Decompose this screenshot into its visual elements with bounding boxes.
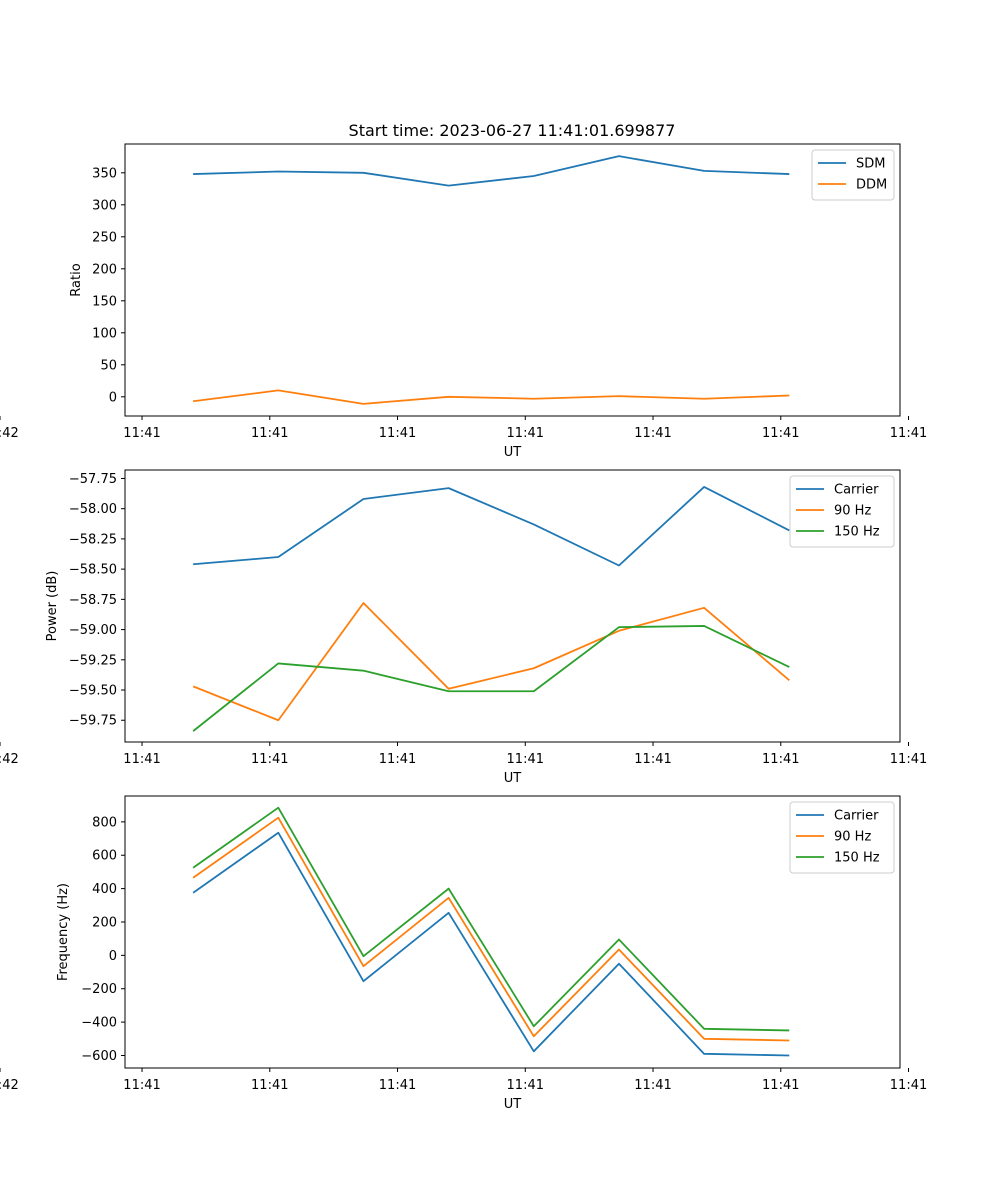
series-line-carrier (193, 486, 790, 567)
subplot-frequency: 11:41 11:41 11:41 11:41 11:41 11:41 11:41 11:42… (0, 795, 927, 1112)
series-line-150-hz (192, 806, 790, 1032)
x-tick-label: 11:41 (507, 1078, 544, 1093)
x-tick-label: 11:41 (251, 426, 288, 441)
y-tick-label: −58.75 (69, 593, 117, 608)
figure-title: Start time: 2023-06-27 11:41:01.699877 (349, 121, 676, 140)
y-tick-label: 0 (109, 949, 117, 964)
y-tick-label: −58.50 (69, 563, 117, 578)
x-tick-label: 11:41 (123, 426, 160, 441)
x-tick-label: 11:41 (634, 426, 671, 441)
y-tick-label: 300 (92, 198, 117, 213)
y-tick-label: −57.75 (69, 472, 117, 487)
y-tick-label: 50 (100, 358, 117, 373)
y-tick-label: 600 (92, 849, 117, 864)
x-tick-label: 11:42 (0, 752, 19, 767)
legend-label: Carrier (834, 809, 879, 824)
y-tick-label: −59.25 (69, 653, 117, 668)
x-tick-label: 11:41 (507, 752, 544, 767)
legend-label: 150 Hz (834, 525, 880, 540)
x-tick-label: 11:41 (762, 752, 799, 767)
legend: SDM DDM (811, 149, 895, 201)
y-tick-label: 200 (92, 262, 117, 277)
x-tick-label: 11:41 (123, 1078, 160, 1093)
x-tick-label: 11:41 (123, 752, 160, 767)
x-tick-label: 11:41 (762, 1078, 799, 1093)
y-tick-label: 350 (92, 166, 117, 181)
axes-frame (124, 469, 901, 743)
x-tick-label: 11:41 (762, 426, 799, 441)
x-tick-label: 11:41 (379, 752, 416, 767)
legend-label: 90 Hz (834, 504, 871, 519)
y-tick-label: −400 (81, 1016, 117, 1031)
y-tick-label: 100 (92, 326, 117, 341)
legend-label: Carrier (834, 483, 879, 498)
legend-label: 150 Hz (834, 851, 880, 866)
y-tick-label: −58.00 (69, 502, 117, 517)
x-tick-label: 11:41 (251, 752, 288, 767)
x-axis-label: UT (504, 1097, 522, 1112)
x-tick-label: 11:41 (507, 426, 544, 441)
x-axis-label: UT (504, 445, 522, 460)
x-tick-label: 11:41 (251, 1078, 288, 1093)
y-tick-label: 0 (109, 390, 117, 405)
subplot-power: 11:41 11:41 11:41 11:41 11:41 11:41 11:41 11:42… (0, 469, 927, 786)
y-tick-label: −58.25 (69, 532, 117, 547)
y-tick-label: 400 (92, 882, 117, 897)
series-line-90-hz (192, 602, 790, 722)
series-line-carrier (192, 831, 790, 1057)
y-tick-label: 800 (92, 815, 117, 830)
series-line-90-hz (192, 816, 790, 1042)
x-tick-label: 11:41 (890, 752, 927, 767)
y-tick-label: −600 (81, 1049, 117, 1064)
x-axis-label: UT (504, 771, 522, 786)
axes-frame (124, 795, 901, 1069)
x-tick-label: 11:41 (890, 1078, 927, 1093)
y-axis-label: Power (dB) (45, 571, 60, 642)
y-axis-label: Ratio (69, 263, 84, 296)
legend-label: 90 Hz (834, 830, 871, 845)
x-tick-label: 11:41 (634, 752, 671, 767)
x-tick-label: 11:42 (0, 1078, 19, 1093)
series-line-sdm (193, 155, 790, 187)
legend: Carrier 90 Hz 150 Hz (789, 801, 895, 874)
y-tick-label: −59.75 (69, 714, 117, 729)
x-tick-label: 11:41 (634, 1078, 671, 1093)
y-tick-label: 200 (92, 915, 117, 930)
axes-frame (124, 143, 901, 417)
legend-label: SDM (856, 157, 885, 172)
series-line-150-hz (192, 625, 790, 732)
y-tick-label: 250 (92, 230, 117, 245)
x-tick-label: 11:41 (379, 1078, 416, 1093)
y-axis-label: Frequency (Hz) (56, 883, 71, 981)
x-tick-label: 11:41 (379, 426, 416, 441)
y-tick-label: −59.50 (69, 684, 117, 699)
legend-box (789, 475, 895, 548)
x-tick-label: 11:41 (890, 426, 927, 441)
legend: Carrier 90 Hz 150 Hz (789, 475, 895, 548)
y-tick-label: −200 (81, 982, 117, 997)
legend-box (789, 801, 895, 874)
legend-label: DDM (856, 178, 887, 193)
series-line-ddm (193, 389, 790, 405)
y-tick-label: 150 (92, 294, 117, 309)
subplot-ratio: 11:41 11:41 11:41 11:41 11:41 11:41 11:41 11:42… (0, 143, 927, 460)
x-tick-label: 11:42 (0, 426, 19, 441)
y-tick-label: −59.00 (69, 623, 117, 638)
